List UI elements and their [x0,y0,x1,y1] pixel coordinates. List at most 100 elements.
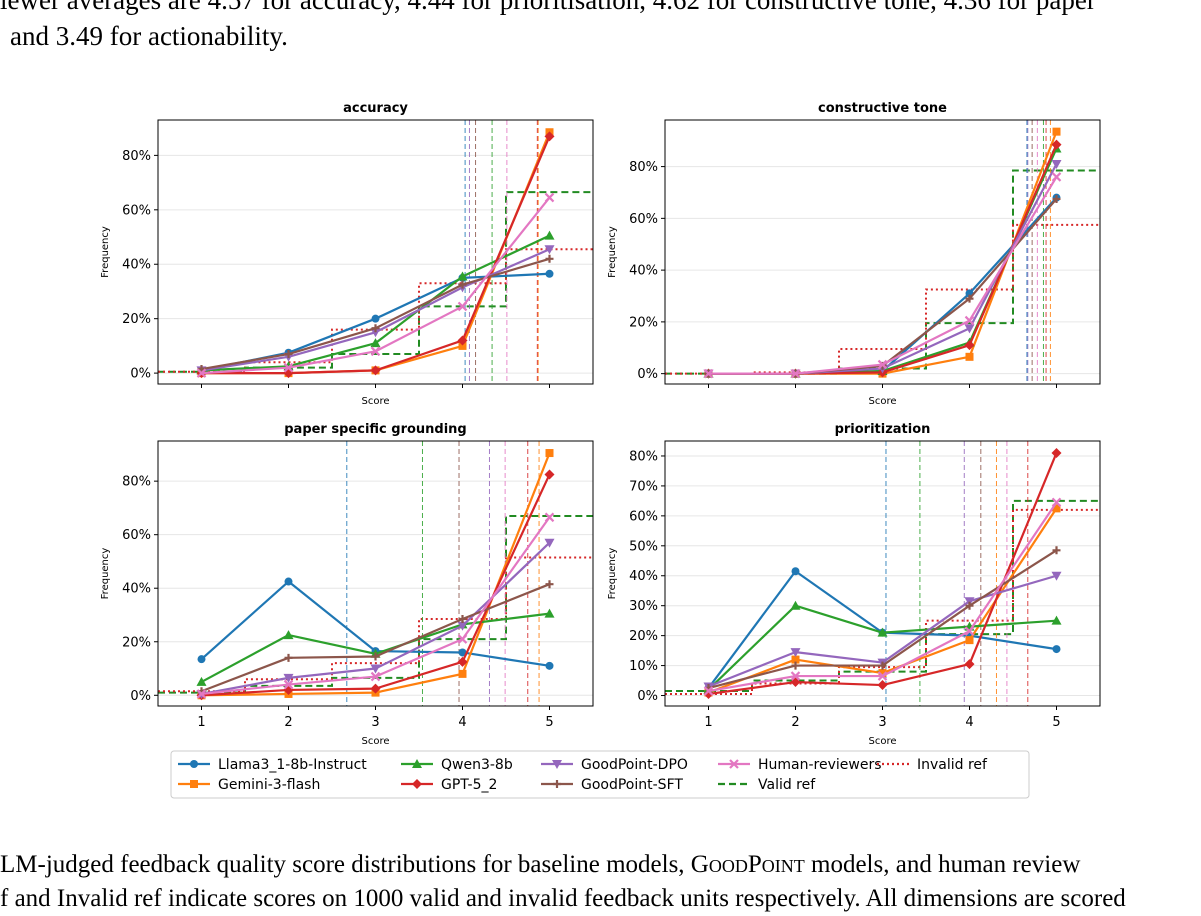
series-line-gemini-3-flash [708,131,1058,375]
point-gpt-5-2-4 [457,656,468,667]
point-llama3-1-8b-instruct-2 [284,577,293,586]
x-axis-label: Score [361,736,389,747]
series-line-gpt-5-2 [201,135,551,375]
series-line-llama3-1-8b-instruct [708,196,1058,375]
point-human-reviewers-4 [457,301,468,312]
point-human-reviewers-3 [370,346,381,357]
point-goodpoint-sft-4 [965,294,974,303]
legend-item-goodpoint-sft: GoodPoint-SFT [541,777,683,793]
series-llama3-1-8b-instruct [704,193,1061,378]
x-tick-label: 4 [458,715,466,730]
y-tick-label: 0% [637,367,658,382]
body-text-top: lewer averages are 4.57 for accuracy, 4.… [0,0,1201,54]
chart-title: accuracy [343,101,408,116]
chart-title: prioritization [835,422,931,437]
point-goodpoint-dpo-2 [283,673,294,683]
chart-legend: Llama3_1-8b-Instruct Gemini-3-flash Qwen3-… [170,750,1030,799]
point-gemini-3-flash-5 [1052,504,1061,513]
axes-frame [664,119,1101,385]
y-tick-label: 80% [122,475,151,490]
series-human-reviewers [196,512,555,699]
legend-label: Llama3_1-8b-Instruct [218,757,367,773]
point-qwen3-8b-3 [877,627,888,637]
point-human-reviewers-3 [370,671,381,682]
point-human-reviewers-2 [790,368,801,379]
y-tick-label: 80% [122,149,151,164]
point-qwen3-8b-5 [544,608,555,618]
y-tick-label: 20% [122,312,151,327]
legend-item-human-reviewers: Human-reviewers [718,757,882,773]
y-tick-label: 80% [629,160,658,175]
legend-label: GPT-5_2 [441,777,497,793]
y-tick-label: 20% [122,635,151,650]
point-goodpoint-sft-5 [1052,546,1061,555]
y-tick-label: 70% [629,479,658,494]
invalid-ref-line [665,223,1100,375]
point-gpt-5-2-5 [1051,447,1062,458]
x-tick-label: 3 [371,715,379,730]
x-tick-label: 2 [791,715,799,730]
series-human-reviewers [196,192,555,378]
point-gemini-3-flash-2 [791,655,800,664]
y-tick-label: 0% [130,367,151,382]
point-qwen3-8b-2 [283,630,294,640]
y-tick-label: 40% [629,264,658,279]
y-tick-label: 50% [629,539,658,554]
x-tick-label: 1 [197,715,205,730]
x-axis-label: Score [361,396,389,407]
series-line-gpt-5-2 [708,452,1058,696]
point-gpt-5-2-4 [964,659,975,670]
x-axis-label: Score [868,736,896,747]
point-gpt-5-2-3 [877,680,888,691]
legend-box [170,750,1030,799]
point-gpt-5-2-5 [1051,139,1062,150]
chart-constructive-tone: 0% 20% 40% 60% 80% constructive tone Score Freq… [607,101,1101,407]
y-tick-label: 40% [629,569,658,584]
point-gemini-3-flash-4 [458,341,467,350]
point-human-reviewers-5 [1051,172,1062,182]
caption-line: f and Invalid ref indicate scores on 100… [0,885,1126,912]
point-goodpoint-dpo-5 [544,538,555,548]
point-goodpoint-sft-3 [371,324,380,333]
legend-marker [553,780,561,788]
point-llama3-1-8b-instruct-2 [791,567,800,576]
point-goodpoint-dpo-3 [370,664,381,674]
point-gemini-3-flash-5 [545,449,554,458]
y-tick-label: 0% [637,689,658,704]
point-qwen3-8b-4 [457,271,468,281]
chart-title: paper specific grounding [284,422,467,437]
point-gpt-5-2-3 [370,683,381,694]
legend-label: Human-reviewers [758,757,882,773]
series-line-goodpoint-sft [708,198,1058,375]
series-goodpoint-sft [704,194,1061,378]
legend-label: Valid ref [758,777,816,793]
x-tick-label: 1 [704,715,712,730]
series-human-reviewers [703,172,1062,379]
point-llama3-1-8b-instruct-5 [545,269,554,278]
invalid-ref-line [158,248,593,373]
point-goodpoint-sft-2 [284,653,293,662]
point-gpt-5-2-5 [544,469,555,480]
point-qwen3-8b-2 [790,600,801,610]
series-gemini-3-flash [197,449,554,700]
caption-line: LM-judged feedback quality score distrib… [0,848,1201,882]
point-goodpoint-sft-2 [284,350,293,359]
point-goodpoint-sft-4 [965,601,974,610]
point-human-reviewers-1 [703,368,714,379]
y-tick-label: 40% [122,258,151,273]
legend-marker [729,759,739,769]
plot-area [665,120,1100,384]
point-human-reviewers-5 [544,512,555,523]
point-goodpoint-sft-4 [458,280,467,289]
point-human-reviewers-4 [964,315,975,326]
x-tick-label: 3 [878,715,886,730]
point-qwen3-8b-3 [370,338,381,348]
series-goodpoint-dpo [703,160,1062,379]
caption-text: models, and human review [804,851,1081,878]
point-llama3-1-8b-instruct-4 [458,648,467,657]
point-gemini-3-flash-5 [1052,127,1061,136]
point-gpt-5-2-4 [457,335,468,346]
point-goodpoint-dpo-5 [1051,160,1062,169]
body-text-line: and 3.49 for actionability. [10,21,288,51]
legend-item-goodpoint-dpo: GoodPoint-DPO [541,757,688,773]
